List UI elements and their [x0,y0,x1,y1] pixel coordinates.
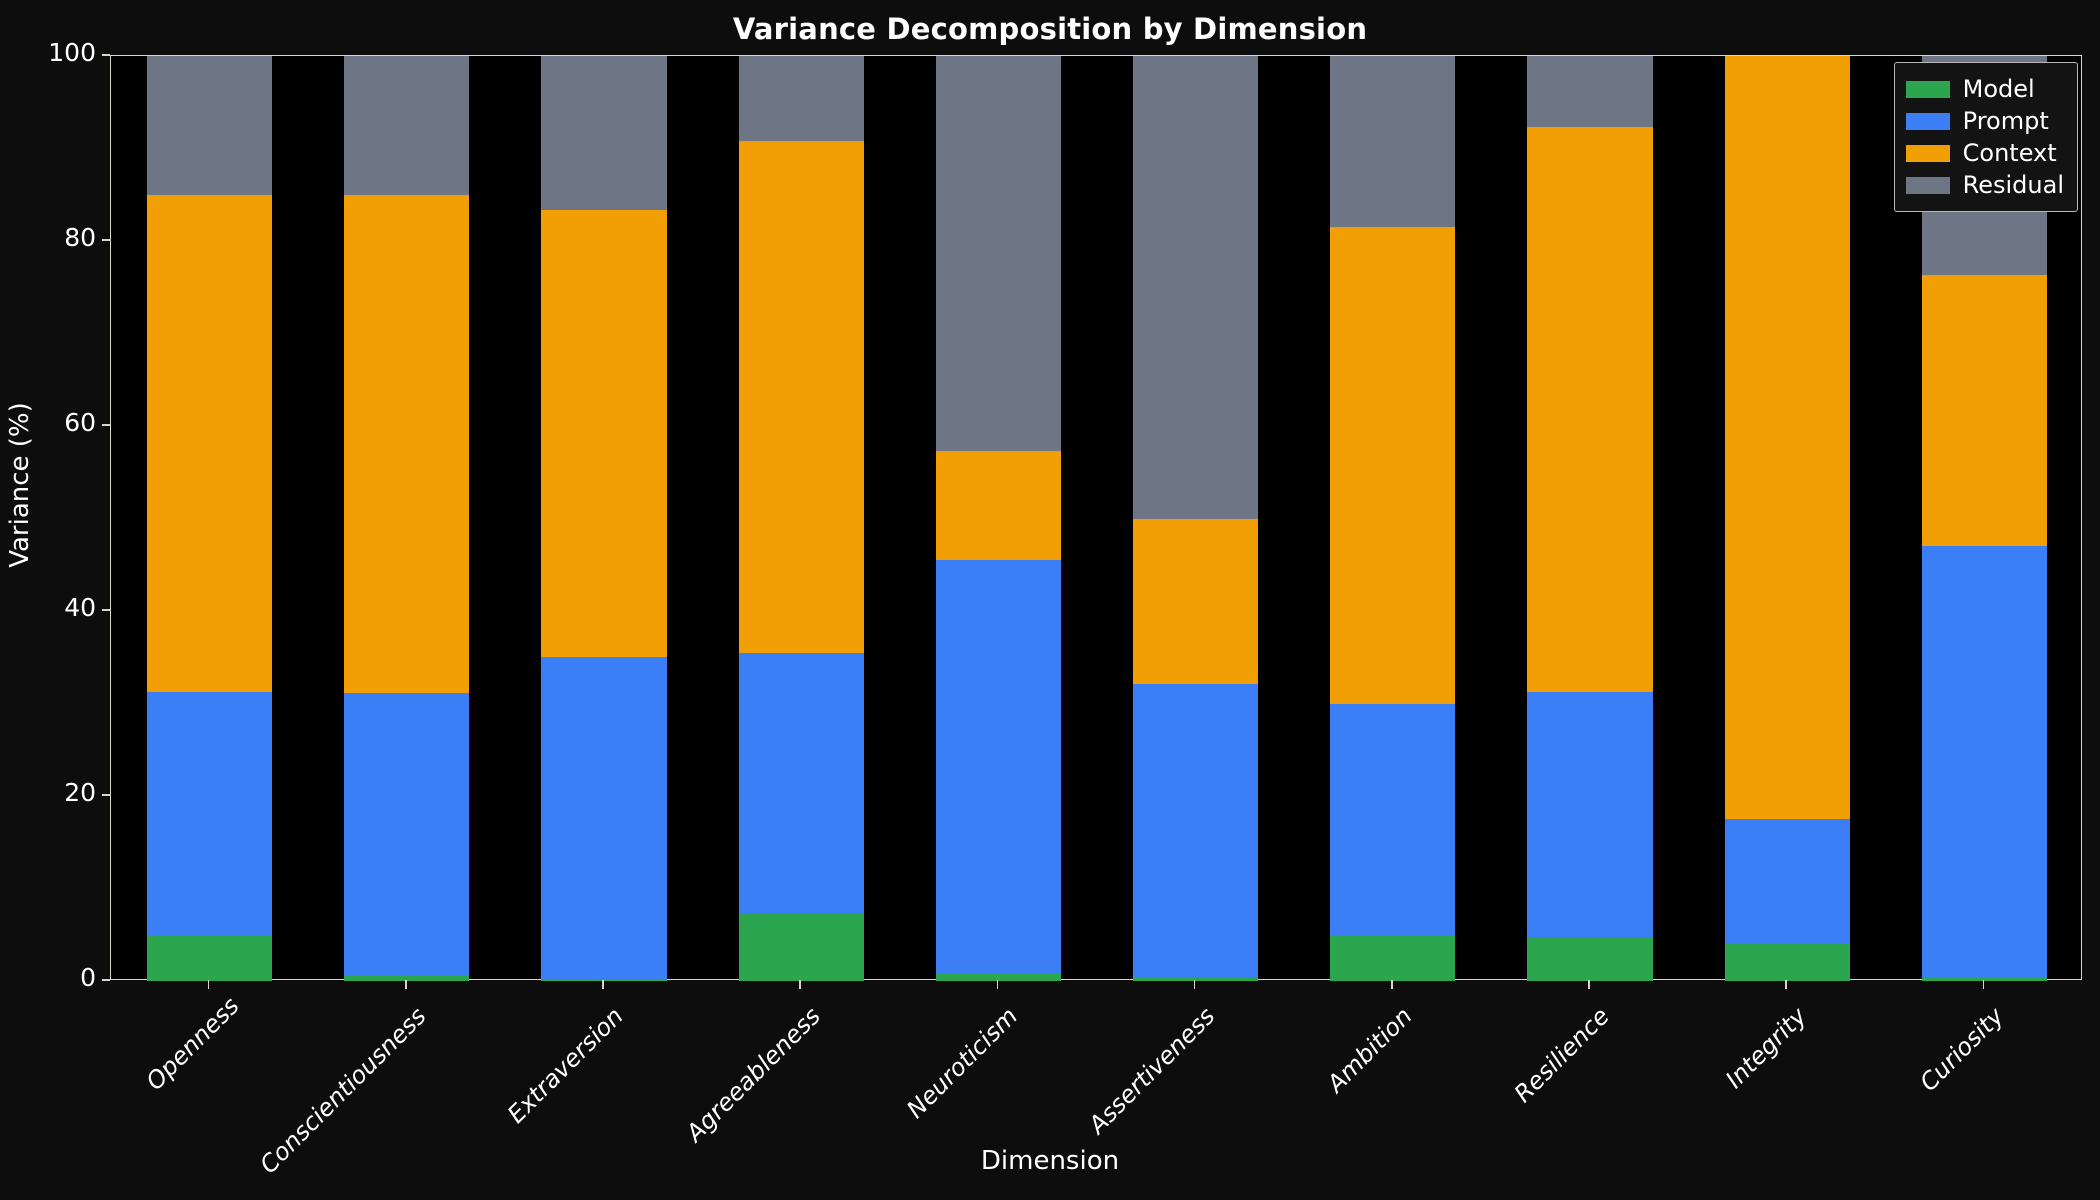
bar-segment-prompt[interactable] [1527,692,1653,937]
bar-segment-prompt[interactable] [935,560,1061,974]
bar-group[interactable] [935,56,1061,981]
y-tick-label: 60 [64,408,96,437]
bar-segment-residual[interactable] [541,56,667,211]
x-tick-mark [602,980,604,989]
bar-segment-prompt[interactable] [738,652,864,914]
bar-segment-context[interactable] [935,450,1061,561]
bar-group[interactable] [1330,56,1456,981]
bar-segment-model[interactable] [541,979,667,981]
bar-group[interactable] [541,56,667,981]
x-tick-mark [1982,980,1985,989]
bar-segment-model[interactable] [146,934,273,981]
bar-segment-prompt[interactable] [146,692,273,935]
bar-segment-context[interactable] [146,194,273,693]
bars-container [111,56,2081,981]
legend-item-context[interactable]: Context [1905,137,2064,169]
x-tick-mark [1391,980,1393,989]
y-tick-mark [102,54,110,56]
bar-segment-residual[interactable] [146,56,273,195]
bar-segment-context[interactable] [344,194,470,694]
legend-item-residual[interactable]: Residual [1905,169,2064,201]
bar-segment-context[interactable] [1132,518,1259,685]
bar-segment-model[interactable] [1921,978,2047,981]
bar-segment-prompt[interactable] [1132,684,1259,979]
bar-segment-prompt[interactable] [344,693,470,975]
x-axis-tick-labels: Openness Conscientiousness Extraversion Agr… [110,988,2082,1179]
x-axis-title: Dimension [980,1146,1120,1176]
legend-swatch-icon [1905,112,1950,130]
bar-group[interactable] [1132,56,1259,981]
x-tick-mark [996,980,999,989]
x-axis-ticks [110,980,2082,990]
bar-segment-residual[interactable] [1330,56,1456,228]
bar-segment-model[interactable] [738,913,864,981]
bar-segment-residual[interactable] [1132,56,1259,519]
x-tick-mark [405,980,407,989]
bar-segment-residual[interactable] [1527,56,1653,128]
page-title: Variance Decomposition by Dimension [732,12,1368,46]
bar-segment-residual[interactable] [738,56,864,142]
legend-item-model[interactable]: Model [1905,73,2064,105]
y-tick-mark [102,609,110,611]
bar-segment-context[interactable] [1527,127,1653,693]
bar-segment-model[interactable] [344,974,470,981]
x-tick-mark [1193,980,1196,989]
legend-swatch-icon [1905,144,1950,162]
y-tick-label: 40 [64,593,96,622]
x-tick-mark [1785,980,1787,989]
bar-segment-context[interactable] [1724,56,1850,820]
bar-group[interactable] [1724,56,1850,981]
y-tick-mark [102,979,110,981]
x-tick-mark [207,980,210,989]
legend-item-label: Residual [1962,171,2064,199]
bar-segment-model[interactable] [1330,935,1456,981]
x-tick-mark [799,980,801,989]
bar-segment-context[interactable] [541,210,667,658]
bar-group[interactable] [738,56,864,981]
bar-segment-model[interactable] [1132,978,1259,981]
bar-segment-prompt[interactable] [1330,703,1456,936]
x-tick-label: Openness [140,991,245,1096]
bar-segment-context[interactable] [738,141,864,653]
bar-segment-residual[interactable] [935,56,1061,451]
bar-segment-prompt[interactable] [1724,819,1850,944]
legend-item-label: Model [1962,75,2035,103]
bar-segment-model[interactable] [935,973,1061,981]
y-tick-mark [102,239,110,241]
bar-group[interactable] [146,56,273,981]
plot-area [110,55,2082,981]
legend-item-label: Prompt [1962,107,2049,135]
bar-group[interactable] [1527,56,1653,981]
legend[interactable]: Model Prompt Context Residual [1893,62,2078,212]
bar-segment-prompt[interactable] [541,657,667,980]
bar-segment-context[interactable] [1330,227,1456,704]
bar-group[interactable] [344,56,470,981]
y-tick-mark [102,794,110,796]
bar-segment-model[interactable] [1527,936,1653,981]
legend-swatch-icon [1905,80,1950,98]
bar-segment-model[interactable] [1724,943,1850,981]
y-tick-label: 0 [80,963,96,992]
y-tick-label: 20 [64,778,96,807]
y-tick-label: 100 [48,38,96,67]
x-tick-mark [1588,980,1590,989]
bar-segment-prompt[interactable] [1921,546,2047,979]
legend-item-prompt[interactable]: Prompt [1905,105,2064,137]
bar-segment-context[interactable] [1921,275,2047,547]
y-tick-label: 80 [64,223,96,252]
y-axis-ticks: 0 20 40 60 80 100 [0,40,110,990]
legend-swatch-icon [1905,176,1950,194]
y-tick-mark [102,424,110,426]
bar-segment-residual[interactable] [344,56,470,195]
legend-item-label: Context [1962,139,2057,167]
